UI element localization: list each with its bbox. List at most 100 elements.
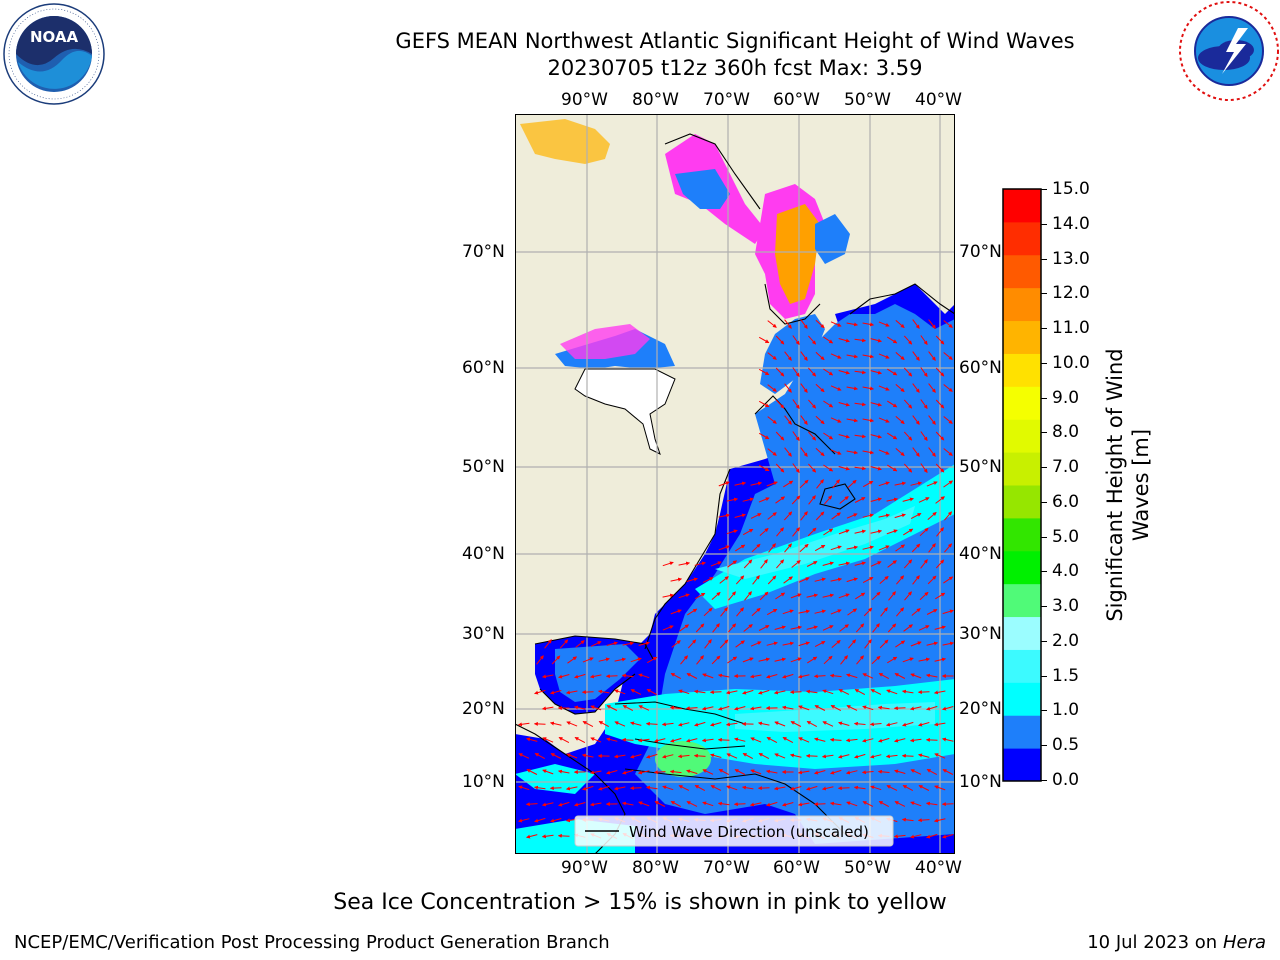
wind-wave-arrow bbox=[750, 513, 762, 519]
colorbar-tick-mark bbox=[1041, 189, 1047, 190]
wind-wave-arrow bbox=[741, 785, 754, 790]
wind-wave-arrow bbox=[799, 479, 809, 489]
wind-wave-arrow bbox=[719, 639, 729, 649]
wind-wave-arrow bbox=[734, 737, 746, 742]
wind-wave-arrow bbox=[887, 464, 898, 472]
colorbar-tick-label: 1.0 bbox=[1052, 700, 1080, 721]
colorbar-tick-label: 10.0 bbox=[1052, 352, 1090, 373]
lat-label-left-30n: 30°N bbox=[462, 624, 505, 644]
wind-wave-arrow bbox=[790, 625, 803, 630]
wind-wave-arrow bbox=[870, 338, 882, 343]
colorbar-segment bbox=[1003, 189, 1041, 223]
wind-wave-arrow bbox=[558, 801, 570, 807]
wind-wave-arrow bbox=[814, 705, 826, 711]
wind-wave-arrow bbox=[896, 607, 905, 617]
arctic-ice-6 bbox=[560, 324, 650, 359]
wind-wave-arrow bbox=[934, 785, 946, 791]
wind-wave-arrow bbox=[662, 785, 674, 791]
colorbar-tick-mark bbox=[1041, 328, 1047, 330]
wind-wave-arrow bbox=[701, 738, 714, 743]
wind-wave-arrow bbox=[582, 720, 594, 728]
arctic-ice-3 bbox=[775, 204, 820, 304]
wind-wave-arrow bbox=[776, 559, 785, 569]
colorbar-tick-label: 14.0 bbox=[1052, 213, 1090, 234]
wind-wave-arrow bbox=[831, 512, 841, 520]
wind-wave-arrow bbox=[565, 690, 578, 695]
wind-wave-arrow bbox=[798, 737, 810, 743]
wind-wave-arrow bbox=[854, 529, 867, 534]
wind-wave-arrow bbox=[694, 784, 706, 792]
wind-wave-arrow bbox=[943, 320, 953, 328]
wind-wave-arrow bbox=[838, 689, 850, 695]
lon-label-top-90w: 90°W bbox=[561, 90, 608, 110]
wind-wave-arrow bbox=[901, 817, 914, 822]
wind-wave-arrow bbox=[637, 770, 650, 775]
wind-wave-arrow bbox=[693, 689, 706, 694]
wind-wave-arrow bbox=[558, 674, 570, 679]
wind-wave-arrow bbox=[847, 608, 858, 616]
wind-wave-arrow bbox=[733, 802, 746, 807]
wind-wave-arrow bbox=[773, 690, 786, 695]
wind-wave-arrow bbox=[912, 319, 920, 329]
wind-wave-arrow bbox=[887, 432, 898, 440]
wind-wave-arrow bbox=[621, 737, 634, 742]
wind-wave-arrow bbox=[534, 817, 546, 823]
wind-wave-arrow bbox=[797, 770, 810, 775]
nws-logo bbox=[1179, 1, 1279, 101]
colorbar-label: Significant Height of Wind Waves [m] bbox=[1103, 348, 1153, 622]
wind-wave-arrow bbox=[903, 399, 913, 409]
wind-wave-arrow bbox=[910, 769, 922, 775]
wind-wave-arrow bbox=[902, 721, 914, 727]
wind-wave-arrow bbox=[904, 591, 912, 601]
wind-wave-arrow bbox=[613, 786, 626, 791]
wind-wave-arrow bbox=[854, 370, 867, 375]
wind-wave-arrow bbox=[815, 447, 825, 457]
wind-wave-arrow bbox=[702, 577, 714, 583]
wind-wave-arrow bbox=[878, 672, 890, 680]
wind-wave-arrow bbox=[935, 592, 946, 600]
wind-wave-arrow bbox=[551, 655, 561, 665]
wind-wave-arrow bbox=[743, 559, 753, 569]
colorbar-tick-label: 9.0 bbox=[1052, 387, 1080, 408]
wind-wave-arrow bbox=[928, 383, 936, 393]
wind-wave-arrow bbox=[750, 769, 762, 775]
wind-wave-arrow bbox=[824, 495, 833, 505]
wind-wave-arrow bbox=[806, 561, 818, 567]
colorbar-segment bbox=[1003, 649, 1041, 683]
hudson-white bbox=[574, 368, 676, 455]
wind-wave-arrow bbox=[710, 561, 722, 567]
wind-wave-arrow bbox=[861, 770, 874, 775]
wind-wave-arrow bbox=[909, 738, 922, 743]
wind-wave-arrow bbox=[783, 480, 794, 488]
wind-wave-arrow bbox=[775, 592, 786, 600]
wind-wave-arrow bbox=[638, 801, 650, 807]
colorbar-segment bbox=[1003, 419, 1041, 453]
wind-wave-arrow bbox=[782, 673, 794, 679]
wind-wave-arrow bbox=[943, 352, 953, 360]
wind-wave-arrow bbox=[686, 577, 698, 582]
wind-wave-arrow bbox=[808, 431, 817, 441]
wind-wave-arrow bbox=[653, 770, 666, 775]
colorbar-tick-mark bbox=[1041, 397, 1047, 399]
wind-wave-arrow bbox=[901, 689, 914, 694]
colorbar-tick-mark bbox=[1041, 640, 1047, 642]
wind-wave-arrow bbox=[598, 657, 610, 662]
wind-wave-arrow bbox=[935, 496, 945, 504]
wind-wave-arrow bbox=[886, 689, 898, 695]
wind-wave-arrow bbox=[920, 367, 928, 378]
wind-wave-arrow bbox=[854, 402, 867, 407]
wind-wave-arrow bbox=[710, 722, 722, 727]
wind-wave-arrow bbox=[792, 463, 800, 474]
wind-wave-arrow bbox=[944, 543, 953, 553]
legend-label: Wind Wave Direction (unscaled) bbox=[629, 823, 869, 841]
wind-wave-arrow bbox=[800, 351, 808, 361]
wind-wave-arrow bbox=[758, 625, 770, 631]
wind-wave-arrow bbox=[862, 801, 874, 807]
wind-wave-arrow bbox=[798, 705, 810, 711]
wind-wave-arrow bbox=[606, 737, 618, 742]
wind-wave-arrow bbox=[749, 706, 762, 711]
wind-wave-arrow bbox=[846, 386, 859, 391]
wind-wave-arrow bbox=[903, 624, 913, 632]
colorbar-segment bbox=[1003, 254, 1041, 289]
wind-wave-arrow bbox=[926, 833, 938, 839]
